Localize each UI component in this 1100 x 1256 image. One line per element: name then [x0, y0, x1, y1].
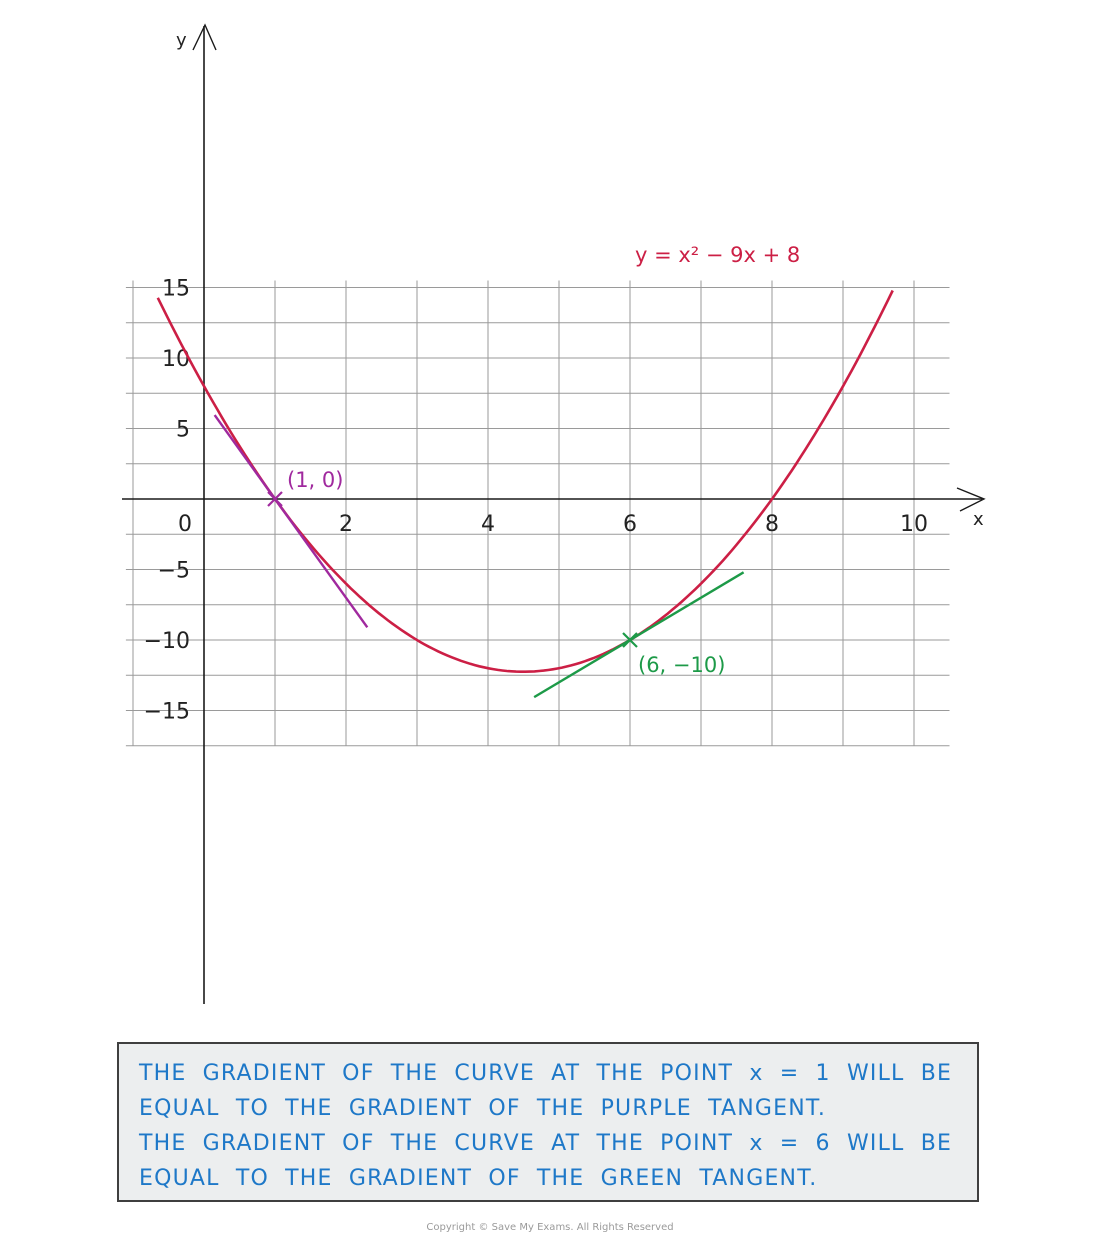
- x-tick-label: 4: [481, 512, 495, 537]
- x-tick-label: 2: [339, 512, 353, 537]
- purple-tangent-line: [213, 414, 369, 629]
- explanation-box: THE GRADIENT OF THE CURVE AT THE POINT x…: [117, 1042, 979, 1202]
- x-axis-arrowhead: [956, 487, 986, 512]
- y-tick-label: −5: [158, 559, 190, 584]
- cross-marker: [622, 632, 638, 648]
- y-axis-label: y: [176, 30, 187, 51]
- x-tick-label: 10: [900, 512, 928, 537]
- point-1-0: (1, 0): [267, 468, 343, 507]
- note-line-1: THE GRADIENT OF THE CURVE AT THE POINT x…: [139, 1061, 953, 1086]
- y-axis-arrowhead: [192, 23, 217, 51]
- y-tick-label: −15: [144, 700, 190, 725]
- point-6-neg10: (6, −10): [622, 632, 725, 677]
- y-tick-label: 15: [162, 277, 190, 302]
- x-axis-label: x: [973, 509, 984, 530]
- note-line-3: THE GRADIENT OF THE CURVE AT THE POINT x…: [139, 1131, 953, 1156]
- axes: xy: [122, 23, 986, 1004]
- y-tick-label: 5: [176, 418, 190, 443]
- point-label: (1, 0): [287, 468, 343, 492]
- note-line-2: EQUAL TO THE GRADIENT OF THE PURPLE TANG…: [139, 1096, 827, 1121]
- note-line-4: EQUAL TO THE GRADIENT OF THE GREEN TANGE…: [139, 1166, 818, 1191]
- green-tangent-line: [533, 571, 745, 699]
- origin-label: 0: [178, 512, 192, 537]
- x-tick-label: 6: [623, 512, 637, 537]
- copyright-notice: Copyright © Save My Exams. All Rights Re…: [426, 1222, 674, 1233]
- cross-marker: [267, 491, 283, 507]
- curve-equation-label: y = x² − 9x + 8: [635, 243, 800, 267]
- grid: [125, 280, 950, 747]
- y-tick-label: −10: [144, 629, 190, 654]
- marked-points: (1, 0) (6, −10): [267, 468, 725, 677]
- x-tick-label: 8: [765, 512, 779, 537]
- quadratic-curve: [156, 289, 894, 673]
- point-label: (6, −10): [638, 653, 725, 677]
- series: y = x² − 9x + 8: [156, 243, 894, 699]
